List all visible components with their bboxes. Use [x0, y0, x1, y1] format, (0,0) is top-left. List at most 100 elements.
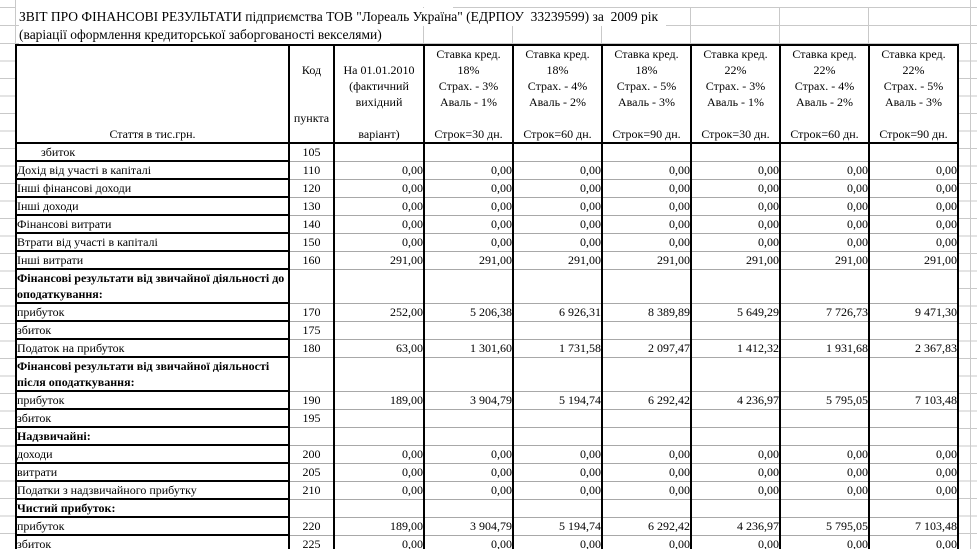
code-cell[interactable]: 220	[288, 516, 335, 536]
value-cell[interactable]: 6 292,42	[601, 390, 692, 410]
value-cell[interactable]	[423, 142, 514, 162]
value-cell[interactable]: 7 103,48	[868, 516, 959, 536]
value-cell[interactable]: 0,00	[690, 534, 781, 549]
value-cell[interactable]: 0,00	[333, 214, 425, 234]
value-cell[interactable]: 0,00	[601, 534, 692, 549]
code-cell[interactable]: 140	[288, 214, 335, 234]
code-cell[interactable]: 105	[288, 142, 335, 162]
value-cell[interactable]: 2 097,47	[601, 338, 692, 358]
value-cell[interactable]: 0,00	[779, 196, 870, 216]
article-cell[interactable]: Фінансові результати від звичайної діяль…	[15, 356, 290, 392]
value-cell[interactable]: 0,00	[601, 462, 692, 482]
value-cell[interactable]: 0,00	[423, 232, 514, 252]
value-cell[interactable]	[779, 320, 870, 340]
code-cell[interactable]: 175	[288, 320, 335, 340]
value-cell[interactable]: 0,00	[423, 534, 514, 549]
value-cell[interactable]: 0,00	[512, 444, 603, 464]
value-cell[interactable]: 0,00	[333, 534, 425, 549]
value-cell[interactable]: 0,00	[868, 444, 959, 464]
header-scenario-4[interactable]: Ставка кред. 22% Страх. - 3% Аваль - 1% …	[690, 44, 781, 144]
article-cell[interactable]: прибуток	[15, 390, 290, 410]
value-cell[interactable]	[868, 356, 959, 392]
value-cell[interactable]	[779, 268, 870, 304]
value-cell[interactable]: 0,00	[512, 178, 603, 198]
value-cell[interactable]: 0,00	[779, 160, 870, 180]
value-cell[interactable]	[601, 142, 692, 162]
value-cell[interactable]	[690, 408, 781, 428]
value-cell[interactable]: 0,00	[512, 232, 603, 252]
value-cell[interactable]	[333, 408, 425, 428]
value-cell[interactable]	[512, 426, 603, 446]
article-cell[interactable]: доходи	[15, 444, 290, 464]
value-cell[interactable]	[690, 268, 781, 304]
code-cell[interactable]: 195	[288, 408, 335, 428]
article-cell[interactable]: прибуток	[15, 516, 290, 536]
value-cell[interactable]: 0,00	[690, 480, 781, 500]
value-cell[interactable]: 8 389,89	[601, 302, 692, 322]
value-cell[interactable]: 0,00	[333, 196, 425, 216]
value-cell[interactable]	[868, 320, 959, 340]
article-cell[interactable]: Інші фінансові доходи	[15, 178, 290, 198]
value-cell[interactable]	[423, 408, 514, 428]
value-cell[interactable]: 0,00	[601, 160, 692, 180]
value-cell[interactable]	[601, 408, 692, 428]
article-cell[interactable]: збиток	[15, 408, 290, 428]
header-scenario-2[interactable]: Ставка кред. 18% Страх. - 4% Аваль - 2% …	[512, 44, 603, 144]
value-cell[interactable]	[333, 356, 425, 392]
code-cell[interactable]	[288, 356, 335, 392]
value-cell[interactable]	[779, 498, 870, 518]
value-cell[interactable]: 0,00	[512, 196, 603, 216]
article-cell[interactable]: Надзвичайні:	[15, 426, 290, 446]
value-cell[interactable]	[690, 498, 781, 518]
value-cell[interactable]: 7 726,73	[779, 302, 870, 322]
code-cell[interactable]	[288, 498, 335, 518]
value-cell[interactable]: 0,00	[779, 462, 870, 482]
value-cell[interactable]	[601, 268, 692, 304]
article-cell[interactable]: Дохід від участі в капіталі	[15, 160, 290, 180]
code-cell[interactable]: 180	[288, 338, 335, 358]
value-cell[interactable]: 0,00	[423, 160, 514, 180]
value-cell[interactable]: 0,00	[512, 160, 603, 180]
value-cell[interactable]	[512, 268, 603, 304]
value-cell[interactable]: 5 795,05	[779, 390, 870, 410]
value-cell[interactable]: 291,00	[333, 250, 425, 270]
value-cell[interactable]: 2 367,83	[868, 338, 959, 358]
value-cell[interactable]	[779, 426, 870, 446]
header-baseline-column[interactable]: На 01.01.2010 (фактичний вихідний варіан…	[333, 44, 425, 144]
value-cell[interactable]: 0,00	[423, 196, 514, 216]
value-cell[interactable]: 0,00	[779, 444, 870, 464]
value-cell[interactable]: 0,00	[868, 196, 959, 216]
code-cell[interactable]: 210	[288, 480, 335, 500]
value-cell[interactable]: 0,00	[690, 444, 781, 464]
value-cell[interactable]: 0,00	[779, 178, 870, 198]
code-cell[interactable]: 150	[288, 232, 335, 252]
value-cell[interactable]: 0,00	[868, 480, 959, 500]
value-cell[interactable]: 0,00	[868, 462, 959, 482]
value-cell[interactable]	[868, 268, 959, 304]
value-cell[interactable]: 0,00	[512, 480, 603, 500]
value-cell[interactable]: 189,00	[333, 390, 425, 410]
header-scenario-6[interactable]: Ставка кред. 22% Страх. - 5% Аваль - 3% …	[868, 44, 959, 144]
value-cell[interactable]	[423, 498, 514, 518]
value-cell[interactable]	[512, 408, 603, 428]
value-cell[interactable]	[601, 426, 692, 446]
value-cell[interactable]: 1 301,60	[423, 338, 514, 358]
value-cell[interactable]: 4 236,97	[690, 516, 781, 536]
value-cell[interactable]	[779, 142, 870, 162]
value-cell[interactable]: 0,00	[690, 232, 781, 252]
value-cell[interactable]: 5 649,29	[690, 302, 781, 322]
value-cell[interactable]: 0,00	[690, 462, 781, 482]
value-cell[interactable]: 0,00	[423, 462, 514, 482]
value-cell[interactable]: 6 292,42	[601, 516, 692, 536]
value-cell[interactable]: 0,00	[868, 534, 959, 549]
value-cell[interactable]: 1 931,68	[779, 338, 870, 358]
code-cell[interactable]: 110	[288, 160, 335, 180]
value-cell[interactable]: 0,00	[690, 214, 781, 234]
value-cell[interactable]: 0,00	[779, 214, 870, 234]
value-cell[interactable]	[601, 356, 692, 392]
article-cell[interactable]: збиток	[15, 534, 290, 549]
article-cell[interactable]: Чистий прибуток:	[15, 498, 290, 518]
value-cell[interactable]: 0,00	[868, 160, 959, 180]
value-cell[interactable]	[333, 320, 425, 340]
value-cell[interactable]: 7 103,48	[868, 390, 959, 410]
